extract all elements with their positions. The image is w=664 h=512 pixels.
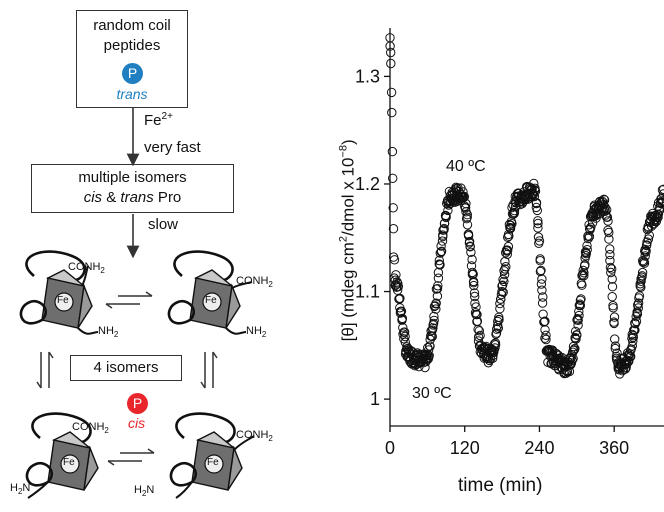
conh2-sub-2: 2 <box>268 280 272 289</box>
nh2-label-2: NH2 <box>246 325 266 339</box>
y-axis-label: [θ] (mdeg cm2/dmol x 10−8) <box>338 120 359 360</box>
h2n-n-4: N <box>146 484 154 496</box>
x-tick-label-1: 120 <box>450 438 480 458</box>
data-point-571 <box>608 283 616 291</box>
conh2-text-2: CONH <box>236 275 268 287</box>
fe-center-2: Fe <box>205 295 217 306</box>
fe-center-1: Fe <box>57 295 69 306</box>
data-point-703 <box>660 185 664 193</box>
h2n-n-3: N <box>22 482 30 494</box>
ylabel-sup2: −8 <box>338 145 350 158</box>
equilibrium-bottom-icon <box>108 449 154 465</box>
x-tick-label-0: 0 <box>385 438 395 458</box>
equilibrium-top-icon <box>106 292 152 308</box>
y-tick-label-0: 1 <box>370 389 380 409</box>
data-point-393 <box>538 299 546 307</box>
x-axis-label: time (min) <box>458 475 542 497</box>
ylabel-sup1: 2 <box>338 236 350 242</box>
data-point-125 <box>434 268 442 276</box>
data-point-5 <box>388 108 396 116</box>
ylabel-suffix: ) <box>338 139 357 145</box>
data-point-4 <box>387 88 395 96</box>
ylabel-prefix: [θ] (mdeg cm <box>338 242 357 341</box>
complex-top-right <box>169 252 252 334</box>
annotation-30c: 30 ºC <box>412 385 452 403</box>
conh2-label-2: CONH2 <box>236 275 273 289</box>
fe-center-4: Fe <box>207 457 219 468</box>
conh2-sub-4: 2 <box>268 434 272 443</box>
nh2-text-2: NH <box>246 325 262 337</box>
conh2-text-3: CONH <box>72 421 104 433</box>
y-tick-label-1: 1.1 <box>355 282 380 302</box>
x-tick-label-2: 240 <box>524 438 554 458</box>
data-point-3 <box>387 59 395 67</box>
h2n-label-3: H2N <box>10 482 30 496</box>
conh2-text-1: CONH <box>68 261 100 273</box>
h2n-h-3: H <box>10 482 18 494</box>
conh2-sub-3: 2 <box>104 426 108 435</box>
h2n-label-4: H2N <box>134 484 154 498</box>
annotation-40c: 40 ºC <box>446 158 486 176</box>
data-point-390 <box>538 275 546 283</box>
reaction-scheme: random coil peptides P trans Fe2+ very f… <box>0 0 330 507</box>
scheme-graphics <box>0 0 330 507</box>
chart-svg: 1 1.1 1.2 1.3 0 120 240 360 <box>330 0 664 507</box>
nh2-sub-1: 2 <box>114 330 118 339</box>
complex-bottom-right <box>171 414 254 498</box>
fe-center-3: Fe <box>63 457 75 468</box>
data-point-2 <box>387 48 395 56</box>
data-point-282 <box>496 305 504 313</box>
cd-chart: 1 1.1 1.2 1.3 0 120 240 360 [θ] (mdeg cm2/dmol … <box>330 0 664 507</box>
equilibrium-left-icon <box>37 352 53 388</box>
conh2-label-4: CONH2 <box>236 429 273 443</box>
conh2-sub-1: 2 <box>100 266 104 275</box>
data-points <box>386 34 664 378</box>
data-point-572 <box>608 293 616 301</box>
y-tick-label-3: 1.3 <box>355 66 380 86</box>
nh2-label-1: NH2 <box>98 325 118 339</box>
nh2-sub-2: 2 <box>262 330 266 339</box>
conh2-label-3: CONH2 <box>72 421 109 435</box>
x-tick-label-3: 360 <box>599 438 629 458</box>
ylabel-mid: /dmol x 10 <box>338 158 357 236</box>
conh2-label-1: CONH2 <box>68 261 105 275</box>
nh2-text-1: NH <box>98 325 114 337</box>
y-tick-label-2: 1.2 <box>355 174 380 194</box>
equilibrium-right-icon <box>201 352 217 388</box>
conh2-text-4: CONH <box>236 429 268 441</box>
h2n-h-4: H <box>134 484 142 496</box>
